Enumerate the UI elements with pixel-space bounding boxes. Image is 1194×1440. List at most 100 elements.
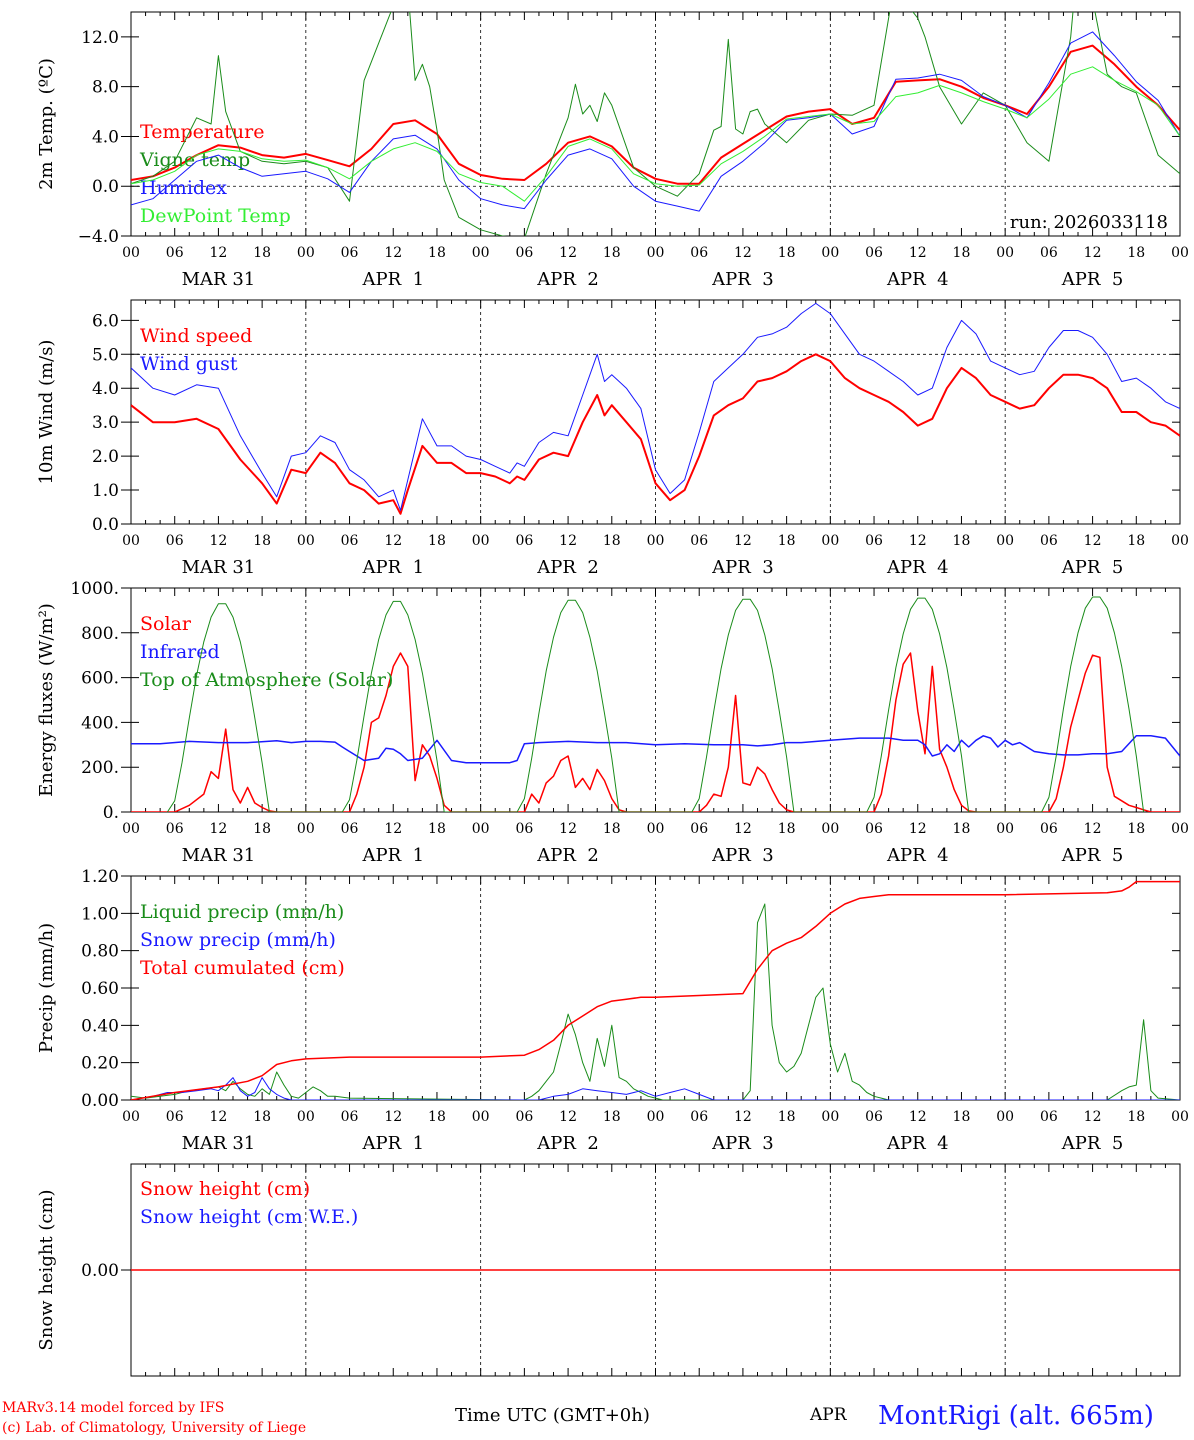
y-tick-label: 8.0 [92,78,119,98]
x-tick-label: 18 [1127,245,1145,261]
x-tick-label: 12 [210,1109,228,1125]
x-day-label: APR 4 [886,1133,949,1154]
x-tick-label: 18 [1127,1109,1145,1125]
x-day-label: APR 2 [536,557,599,578]
legend-entry: Snow height (cm W.E.) [140,1206,358,1228]
x-tick-label: 18 [253,1109,271,1125]
x-tick-label: 12 [559,1109,577,1125]
x-tick-label: 12 [210,821,228,837]
x-tick-label: 00 [647,821,665,837]
x-tick-label: 12 [909,821,927,837]
x-day-label: APR 1 [361,557,424,578]
x-tick-label: 00 [472,1109,490,1125]
x-tick-label: 12 [384,821,402,837]
legend-entry: Temperature [140,121,264,143]
x-day-label: APR 4 [886,557,949,578]
x-tick-label: 12 [1084,821,1102,837]
x-tick-label: 00 [647,1109,665,1125]
x-tick-label: 06 [341,533,359,549]
series-line-infrared [131,735,1180,764]
x-tick-label: 12 [384,1109,402,1125]
x-tick-label: 00 [821,821,839,837]
legend-entry: Snow precip (mm/h) [140,929,336,951]
y-tick-label: 5.0 [92,345,119,365]
y-axis-label: Energy fluxes (W/m²) [36,603,57,797]
x-tick-label: 06 [690,821,708,837]
x-tick-label: 00 [821,1109,839,1125]
x-tick-label: 06 [865,245,883,261]
x-tick-label: 00 [996,821,1014,837]
y-tick-label: 4.0 [92,127,119,147]
x-tick-label: 12 [734,1109,752,1125]
legend-entry: Infrared [140,641,220,663]
x-tick-label: 12 [1084,533,1102,549]
x-tick-label: 06 [166,1109,184,1125]
x-day-label: APR 4 [886,845,949,866]
x-day-label: APR 2 [536,269,599,290]
y-tick-label: 1.0 [92,481,119,501]
x-tick-label: 00 [996,1109,1014,1125]
panel-temp: −4.0 0.0 4.0 8.0 12.0 2m Temp. (ºC) 00 06 12 18 00… [36,11,1189,290]
panel-snow: 0.00 Snow height (cm) Snow height (cm) Snow… [36,1163,1181,1377]
series-line-wind-gust [131,302,1180,511]
x-tick-label: 12 [1084,1109,1102,1125]
legend-entry: Humidex [140,177,227,199]
x-tick-label: 12 [384,533,402,549]
panel-precip: 0.00 0.20 0.40 0.60 0.80 1.00 1.20 Precip (mm/h… [36,867,1189,1154]
x-day-label: APR 1 [361,269,424,290]
x-tick-label: 18 [778,1109,796,1125]
x-tick-label: 06 [515,533,533,549]
x-tick-label: 06 [690,1109,708,1125]
station-title: MontRigi (alt. 665m) [878,1401,1154,1431]
x-tick-label: 06 [166,245,184,261]
legend-entry: Vigne temp [139,149,250,171]
x-tick-label: 12 [559,245,577,261]
x-tick-label: 06 [515,245,533,261]
x-tick-label: 18 [603,821,621,837]
x-tick-label: 00 [996,533,1014,549]
x-tick-label: 06 [341,1109,359,1125]
y-axis-label: Snow height (cm) [36,1189,57,1350]
x-day-label: MAR 31 [182,1133,256,1154]
x-day-label: APR 3 [711,269,774,290]
y-tick-label: 800. [81,624,119,644]
model-credit-line1: MARv3.14 model forced by IFS [2,1400,225,1416]
x-tick-label: 00 [821,245,839,261]
series-line-humidex [131,31,1180,212]
series-line-dewpoint-temp [131,66,1180,202]
x-tick-label: 18 [953,1109,971,1125]
x-tick-label: 00 [122,245,140,261]
x-tick-label: 18 [1127,821,1145,837]
y-tick-label: 1.20 [81,867,119,887]
y-tick-label: 12.0 [81,28,119,48]
x-tick-label: 06 [166,821,184,837]
x-tick-label: 12 [210,245,228,261]
y-tick-label: 0. [103,803,119,823]
x-tick-label: 06 [515,1109,533,1125]
y-tick-label: 1000. [70,579,119,599]
x-day-label: APR 3 [711,1133,774,1154]
x-tick-label: 18 [428,1109,446,1125]
x-tick-label: 18 [603,245,621,261]
x-tick-label: 00 [297,821,315,837]
x-day-label: MAR 31 [182,557,256,578]
x-tick-label: 00 [122,1109,140,1125]
x-tick-label: 06 [341,821,359,837]
x-tick-label: 00 [297,533,315,549]
x-tick-label: 00 [1171,1109,1189,1125]
panel-wind: 0.0 1.0 2.0 3.0 4.0 5.0 6.0 10m Wind (m/s) 00 06 1… [36,299,1189,578]
x-tick-label: 00 [472,533,490,549]
y-tick-label: 0.20 [81,1054,119,1074]
panel-frame [130,587,1181,813]
y-axis-label: 10m Wind (m/s) [36,340,57,485]
y-tick-label: 0.80 [81,942,119,962]
x-tick-label: 12 [1084,245,1102,261]
x-tick-label: 12 [734,245,752,261]
x-tick-label: 12 [559,821,577,837]
x-day-label: MAR 31 [182,845,256,866]
x-day-label: APR 5 [1061,1133,1124,1154]
x-tick-label: 00 [472,245,490,261]
x-tick-label: 00 [122,821,140,837]
x-tick-label: 12 [909,1109,927,1125]
x-tick-label: 18 [953,821,971,837]
